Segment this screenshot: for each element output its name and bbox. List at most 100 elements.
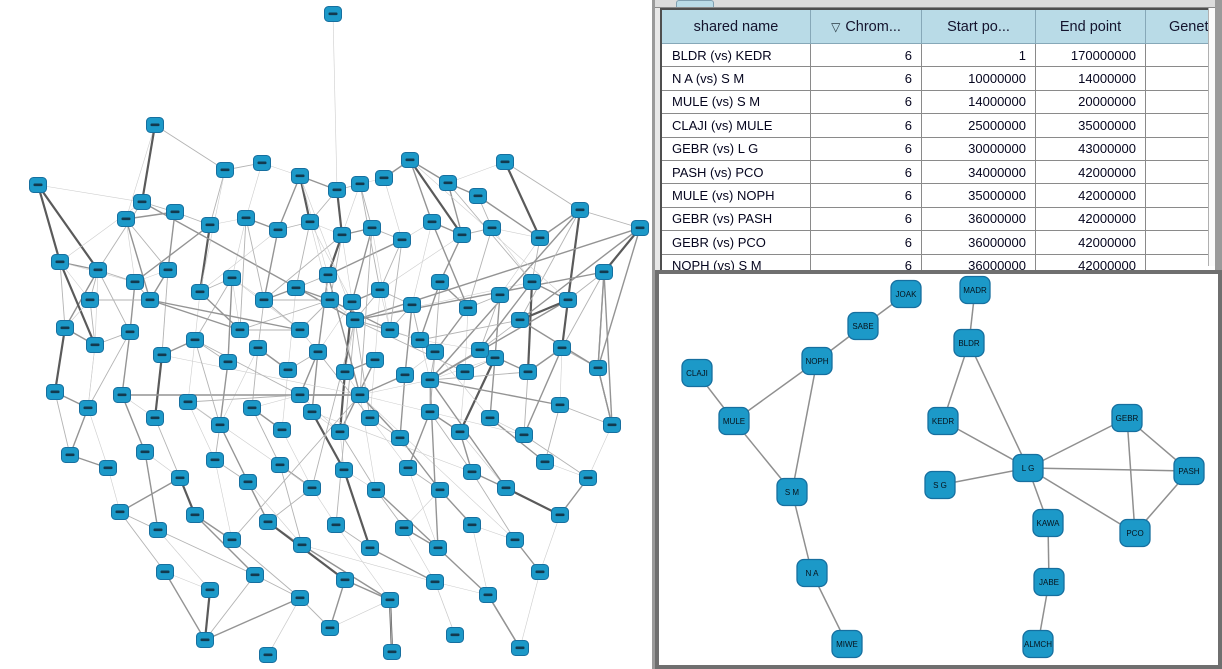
network-node[interactable]	[336, 364, 354, 380]
column-header-end-point[interactable]: End point	[1035, 8, 1146, 44]
network-edge[interactable]	[491, 227, 533, 283]
network-node[interactable]	[393, 232, 411, 248]
network-node[interactable]	[237, 210, 255, 226]
network-edge[interactable]	[164, 571, 206, 641]
network-edge[interactable]	[459, 371, 466, 433]
network-edge[interactable]	[437, 547, 489, 596]
network-node[interactable]	[401, 152, 419, 168]
network-node[interactable]	[536, 454, 554, 470]
network-node[interactable]	[371, 282, 389, 298]
network-edge[interactable]	[37, 184, 143, 203]
table-row[interactable]: MULE (vs) NOPH6350000004200000010.5	[660, 183, 1222, 208]
network-node[interactable]	[523, 274, 541, 290]
network-edge[interactable]	[487, 594, 521, 649]
table-row[interactable]: GEBR (vs) L G6300000004300000016.9	[660, 136, 1222, 161]
network-edge[interactable]	[344, 319, 356, 373]
network-node[interactable]	[46, 384, 64, 400]
network-node[interactable]	[491, 287, 509, 303]
network-edge[interactable]	[359, 394, 377, 491]
network-edge[interactable]	[561, 271, 605, 349]
network-edge[interactable]	[403, 527, 436, 583]
network-node[interactable]	[186, 507, 204, 523]
network-node[interactable]	[89, 262, 107, 278]
network-node[interactable]	[61, 447, 79, 463]
network-edge[interactable]	[203, 589, 212, 641]
network-node[interactable]	[287, 280, 305, 296]
network-edge[interactable]	[579, 209, 641, 229]
network-node[interactable]	[553, 340, 571, 356]
table-row[interactable]: N A (vs) S M610000000140000006.6	[660, 66, 1222, 91]
network-node[interactable]	[551, 397, 569, 413]
network-node[interactable]	[255, 292, 273, 308]
network-edge[interactable]	[231, 394, 361, 541]
network-edge[interactable]	[187, 394, 301, 403]
network-node[interactable]	[291, 590, 309, 606]
network-edge[interactable]	[309, 221, 353, 303]
network-edge[interactable]	[198, 224, 212, 293]
column-header-start-po-[interactable]: Start po...	[921, 8, 1036, 44]
network-edge[interactable]	[281, 429, 313, 489]
network-node[interactable]	[126, 274, 144, 290]
network-edge[interactable]	[121, 331, 131, 396]
network-edge[interactable]	[144, 451, 159, 531]
network-edge[interactable]	[429, 411, 473, 473]
network-edge[interactable]	[544, 404, 561, 463]
network-node[interactable]	[156, 564, 174, 580]
network-node[interactable]	[603, 417, 621, 433]
network-edge[interactable]	[194, 277, 233, 341]
network-node[interactable]	[171, 470, 189, 486]
network-node[interactable]	[81, 292, 99, 308]
network-edge[interactable]	[329, 234, 343, 301]
network-node-NOPH[interactable]: NOPH	[801, 346, 833, 376]
network-edge[interactable]	[359, 183, 381, 291]
network-node[interactable]	[396, 367, 414, 383]
network-edge[interactable]	[379, 239, 403, 291]
network-node[interactable]	[324, 6, 342, 22]
network-edge[interactable]	[327, 239, 403, 276]
network-node[interactable]	[327, 517, 345, 533]
network-node[interactable]	[511, 312, 529, 328]
column-header-shared-name[interactable]: shared name	[660, 8, 811, 44]
network-node[interactable]	[403, 297, 421, 313]
network-edge[interactable]	[419, 319, 521, 341]
network-node[interactable]	[269, 222, 287, 238]
network-node[interactable]	[146, 410, 164, 426]
network-node[interactable]	[271, 457, 289, 473]
network-edge[interactable]	[129, 281, 136, 333]
subnetwork-canvas[interactable]: JOAK SABE NOPH CLAJI MULE S M N A MIWE MADR BLDR K…	[659, 274, 1218, 665]
network-edge[interactable]	[231, 539, 301, 599]
network-node[interactable]	[421, 372, 439, 388]
network-node[interactable]	[159, 262, 177, 278]
network-edge[interactable]	[239, 217, 247, 331]
network-edge[interactable]	[194, 339, 301, 396]
network-edge[interactable]	[267, 597, 301, 656]
network-node[interactable]	[559, 292, 577, 308]
network-edge[interactable]	[329, 599, 391, 629]
network-edge[interactable]	[479, 294, 501, 351]
network-node[interactable]	[321, 620, 339, 636]
network-edge[interactable]	[431, 221, 469, 309]
network-node-ALMCH[interactable]: ALMCH	[1022, 629, 1054, 659]
network-node[interactable]	[497, 480, 515, 496]
network-edge[interactable]	[505, 487, 561, 516]
network-edge[interactable]	[231, 277, 241, 331]
filter-icon[interactable]: ▽	[831, 19, 841, 34]
network-edge[interactable]	[239, 299, 331, 331]
network-edge-LG-PCO[interactable]	[1027, 467, 1136, 534]
network-edge[interactable]	[295, 221, 311, 289]
network-node[interactable]	[146, 117, 164, 133]
network-edge[interactable]	[157, 529, 256, 576]
network-node[interactable]	[79, 400, 97, 416]
network-node[interactable]	[321, 292, 339, 308]
network-node[interactable]	[391, 430, 409, 446]
network-edge[interactable]	[399, 374, 406, 439]
table-row[interactable]: PASH (vs) PCO6340000004200000011.4	[660, 159, 1222, 185]
network-edge[interactable]	[167, 211, 176, 271]
network-node[interactable]	[363, 220, 381, 236]
network-node[interactable]	[29, 177, 47, 193]
network-edge[interactable]	[149, 299, 241, 331]
network-node[interactable]	[471, 342, 489, 358]
network-edge[interactable]	[434, 581, 456, 636]
network-node[interactable]	[571, 202, 589, 218]
network-edge[interactable]	[187, 401, 216, 461]
